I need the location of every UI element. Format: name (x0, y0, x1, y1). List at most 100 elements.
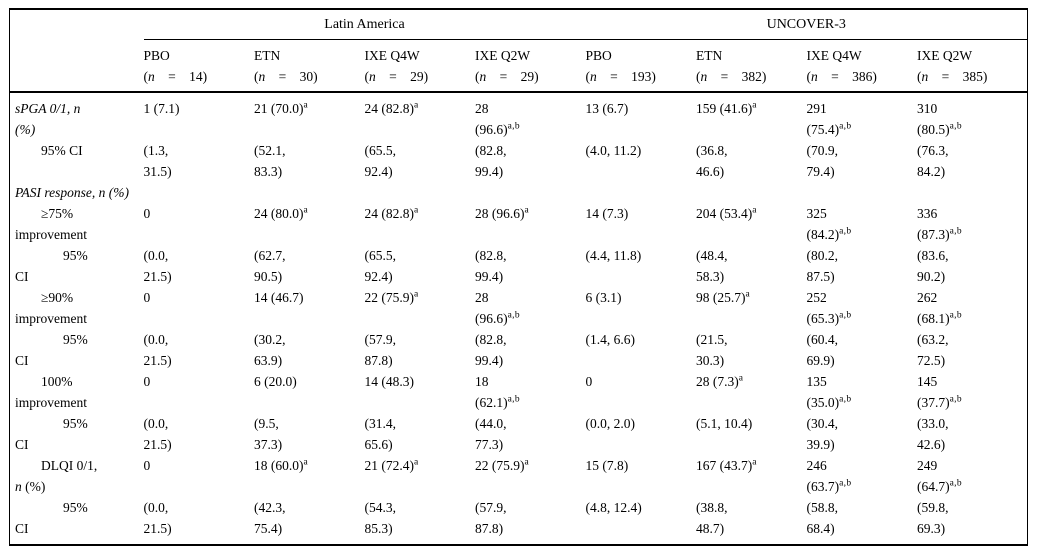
table-cell: (57.9, 87.8) (475, 500, 507, 536)
row-label: 95% CI (15, 500, 88, 536)
table-cell: 0 (585, 374, 593, 389)
table-row: 95% CI (1.3, 31.5) (52.1, 83.3) (65.5, 92.4) (8… (10, 140, 1028, 182)
row-label: DLQI 0/1, n (%) (15, 458, 98, 494)
sample-size-label: (n = 14) (143, 69, 208, 84)
table-cell: (38.8, 48.7) (696, 500, 728, 536)
table-cell: (83.6, 90.2) (917, 248, 949, 284)
table-cell: 28 (96.6)a,b (475, 290, 520, 326)
section-row: PASI response, n (%) (10, 182, 1028, 203)
sample-size-label: (n = 30) (254, 69, 318, 84)
sample-size-label: (n = 193) (585, 69, 656, 84)
table-cell: 24 (82.8)a (364, 205, 419, 221)
table-row: sPGA 0/1, n (%) 1 (7.1) 21 (70.0)a 24 (82.8)… (10, 92, 1028, 140)
table-row: 95% CI (0.0, 21.5) (62.7, 90.5) (65.5, 92.4) (82… (10, 245, 1028, 287)
significance-footnote-marker: a (738, 373, 744, 384)
table-row: 100% improvement 0 6 (20.0) 14 (48.3) 18 (62.1… (10, 371, 1028, 413)
table-cell: 21 (70.0)a (254, 100, 309, 116)
table-cell: (31.4, 65.6) (364, 416, 397, 452)
treatment-arm-label: ETN (696, 48, 723, 63)
table-cell: 28 (96.6)a,b (475, 101, 520, 137)
column-header: IXE Q2W (n = 29) (475, 39, 586, 93)
table-cell: (4.0, 11.2) (585, 143, 642, 158)
table-body: sPGA 0/1, n (%) 1 (7.1) 21 (70.0)a 24 (82.8)… (10, 92, 1028, 545)
table-cell: 22 (75.9)a (475, 457, 530, 473)
table-cell: (80.2, 87.5) (806, 248, 839, 284)
significance-footnote-marker: a (303, 100, 309, 111)
row-label: 100% improvement (15, 374, 87, 410)
table-cell: (42.3, 75.4) (254, 500, 286, 536)
table-cell: (63.2, 72.5) (917, 332, 949, 368)
table-cell: 1 (7.1) (143, 101, 180, 116)
table-cell: 135 (35.0)a,b (806, 374, 852, 410)
results-table: Latin America UNCOVER-3 PBO (n = 14) ETN (n… (9, 8, 1028, 546)
table-cell: (9.5, 37.3) (254, 416, 283, 452)
significance-footnote-marker: a,b (839, 310, 852, 321)
significance-footnote-marker: a (414, 100, 419, 111)
significance-footnote-marker: a (414, 289, 419, 300)
table-cell: 6 (3.1) (585, 290, 622, 305)
significance-footnote-marker: a,b (839, 478, 852, 489)
table-cell: 145 (37.7)a,b (917, 374, 962, 410)
table-cell: 21 (72.4)a (364, 457, 419, 473)
table-cell: 0 (143, 458, 151, 473)
table-cell: (36.8, 46.6) (696, 143, 728, 179)
table-row: ≥90% improvement 0 14 (46.7) 22 (75.9)a 28 (96… (10, 287, 1028, 329)
significance-footnote-marker: a,b (839, 394, 852, 405)
treatment-arm-label: ETN (254, 48, 281, 63)
column-header-row: PBO (n = 14) ETN (n = 30) IXE Q4W (n = 29) IXE… (9, 39, 1028, 93)
treatment-arm-label: IXE Q4W (806, 48, 862, 63)
column-header: ETN (n = 30) (254, 39, 365, 93)
significance-footnote-marker: a (303, 457, 309, 468)
sample-size-label: (n = 29) (364, 69, 429, 84)
significance-footnote-marker: a (524, 457, 530, 468)
table-cell: (0.0, 21.5) (143, 500, 172, 536)
significance-footnote-marker: a,b (949, 394, 962, 405)
significance-footnote-marker: a,b (949, 121, 962, 132)
table-cell: 159 (41.6)a (696, 100, 757, 116)
table-cell: 18 (62.1)a,b (475, 374, 520, 410)
table-cell: 6 (20.0) (254, 374, 297, 389)
table-cell: (0.0, 21.5) (143, 248, 172, 284)
significance-footnote-marker: a (752, 457, 757, 468)
table-cell: (82.8, 99.4) (475, 248, 507, 284)
sample-size-label: (n = 382) (696, 69, 767, 84)
column-header: PBO (n = 14) (143, 39, 254, 93)
treatment-arm-label: IXE Q2W (475, 48, 531, 63)
table-cell: (48.4, 58.3) (696, 248, 728, 284)
table-cell: 28 (96.6)a (475, 205, 530, 221)
table-cell: (5.1, 10.4) (696, 416, 753, 431)
treatment-arm-label: IXE Q2W (917, 48, 973, 63)
significance-footnote-marker: a (414, 457, 419, 468)
treatment-arm-label: IXE Q4W (364, 48, 420, 63)
corner-cell (10, 9, 144, 40)
table-cell: (44.0, 77.3) (475, 416, 507, 452)
significance-footnote-marker: a (752, 100, 757, 111)
significance-footnote-marker: a,b (507, 310, 520, 321)
table-cell: (58.8, 68.4) (806, 500, 839, 536)
row-label: 95% CI (15, 416, 88, 452)
significance-footnote-marker: a,b (839, 226, 852, 237)
table-cell: (65.5, 92.4) (364, 248, 397, 284)
table-cell: (54.3, 85.3) (364, 500, 397, 536)
row-label: PASI response, n (%) (15, 185, 129, 200)
table-cell: 310 (80.5)a,b (917, 101, 962, 137)
table-row: 95% CI (0.0, 21.5) (42.3, 75.4) (54.3, 85.3) (57… (10, 497, 1028, 545)
column-header: PBO (n = 193) (585, 39, 696, 93)
group-header-latin-america: Latin America (143, 9, 586, 40)
table-cell: 18 (60.0)a (254, 457, 309, 473)
table-cell: 0 (143, 290, 151, 305)
table-row: 95% CI (0.0, 21.5) (9.5, 37.3) (31.4, 65.6) (44.… (10, 413, 1028, 455)
table-cell: 167 (43.7)a (696, 457, 757, 473)
row-label: ≥90% improvement (15, 290, 87, 326)
significance-footnote-marker: a (414, 205, 419, 216)
significance-footnote-marker: a (524, 205, 530, 216)
significance-footnote-marker: a (303, 205, 309, 216)
row-label: 95% CI (15, 332, 88, 368)
table-cell: (52.1, 83.3) (254, 143, 286, 179)
significance-footnote-marker: a,b (507, 121, 520, 132)
treatment-arm-label: PBO (143, 48, 170, 63)
table-cell: (21.5, 30.3) (696, 332, 728, 368)
group-header-row: Latin America UNCOVER-3 (10, 9, 1028, 40)
table-cell: (33.0, 42.6) (917, 416, 949, 452)
table-cell: (65.5, 92.4) (364, 143, 397, 179)
